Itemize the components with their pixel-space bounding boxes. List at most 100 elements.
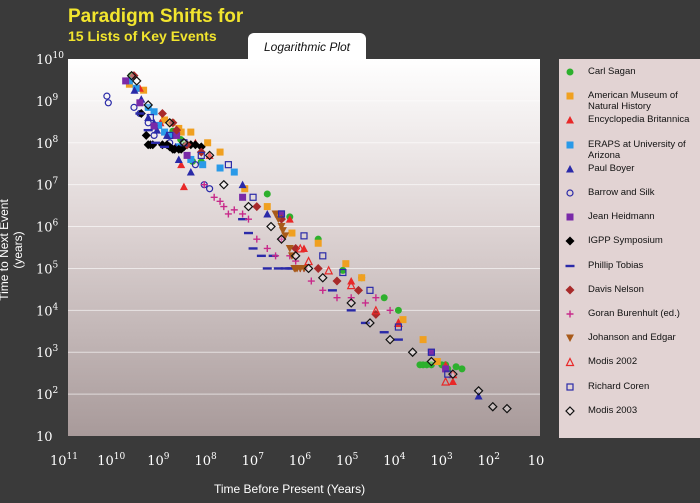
data-point <box>187 128 195 136</box>
data-point <box>502 403 512 414</box>
legend-marker-shape <box>566 310 574 318</box>
data-point <box>313 263 323 273</box>
data-point <box>230 206 238 214</box>
data-point <box>277 210 285 218</box>
data-point <box>458 365 466 373</box>
legend-marker <box>565 236 575 246</box>
data-point <box>441 376 451 386</box>
data-point <box>140 86 148 94</box>
legend-marker-shape <box>565 357 575 367</box>
data-point <box>300 244 308 252</box>
data-point <box>249 193 257 201</box>
data-point <box>199 161 207 169</box>
data-point <box>332 276 342 286</box>
data-point <box>187 155 195 163</box>
data-point <box>216 148 224 156</box>
data-point <box>266 221 276 232</box>
data-point <box>160 145 170 149</box>
data-point <box>278 227 287 235</box>
data-point <box>144 113 153 122</box>
x-tick-label: 104 <box>383 452 406 469</box>
legend-marker <box>566 116 574 124</box>
legend-marker-shape <box>566 116 574 124</box>
y-tick-label: 106 <box>36 219 59 236</box>
data-points <box>103 70 512 414</box>
data-point <box>239 193 247 201</box>
data-point <box>125 77 133 85</box>
data-point <box>317 272 328 283</box>
data-point <box>132 84 140 92</box>
data-point <box>136 99 144 107</box>
data-point <box>371 305 381 315</box>
legend-marker-shape <box>565 405 575 416</box>
data-point <box>314 239 322 247</box>
legend-marker-shape <box>566 92 574 100</box>
y-tick-label: 105 <box>36 260 59 277</box>
data-point <box>204 139 212 147</box>
chart-subtitle: 15 Lists of Key Events <box>68 28 217 44</box>
legend-marker <box>566 189 574 197</box>
data-point <box>276 234 287 245</box>
data-point <box>372 294 380 302</box>
legend-label: American Museum of Natural History <box>588 90 678 113</box>
legend-label: Goran Burenhult (ed.) <box>588 308 680 319</box>
data-point <box>366 286 374 294</box>
data-point <box>393 318 403 328</box>
data-point <box>243 231 253 235</box>
data-point <box>204 150 215 161</box>
x-tick-label: 102 <box>478 452 500 469</box>
data-point <box>161 116 169 124</box>
data-point <box>143 100 154 110</box>
data-point <box>285 244 294 253</box>
data-point <box>263 244 271 252</box>
data-point <box>206 185 214 193</box>
legend-marker <box>565 285 575 295</box>
data-point <box>285 215 294 223</box>
data-point <box>186 168 195 176</box>
data-point <box>277 210 286 218</box>
data-point <box>131 76 142 86</box>
data-point <box>252 202 262 212</box>
legend: Carl Sagan American Museum of Natural His… <box>559 59 700 438</box>
data-point <box>448 377 457 386</box>
data-point <box>172 125 182 135</box>
data-point <box>394 323 402 331</box>
x-tick-label: 106 <box>289 452 312 469</box>
data-point <box>385 334 395 345</box>
data-point <box>300 232 308 240</box>
data-point <box>358 274 366 282</box>
legend-label: Phillip Tobias <box>588 259 644 271</box>
data-point <box>157 108 167 118</box>
data-point <box>150 131 158 140</box>
data-point <box>303 263 314 274</box>
data-point <box>346 309 356 312</box>
data-point <box>151 141 161 144</box>
data-point <box>427 348 435 356</box>
x-tick-label: 103 <box>430 452 453 469</box>
data-point <box>273 267 283 270</box>
legend-marker-shape <box>566 164 574 173</box>
data-point <box>419 336 427 344</box>
data-point <box>274 215 283 224</box>
data-point <box>280 267 290 270</box>
data-point <box>319 252 327 260</box>
x-tick-label: 10 <box>528 454 545 469</box>
x-tick-label: 1011 <box>50 452 78 469</box>
data-point <box>339 268 347 277</box>
legend-label: Modis 2003 <box>588 404 638 416</box>
data-point <box>263 209 272 218</box>
data-point <box>183 151 191 159</box>
x-tick-label: 108 <box>194 452 217 469</box>
data-point <box>216 197 224 205</box>
data-point <box>150 122 158 130</box>
data-point <box>365 318 375 328</box>
legend-marker-shape <box>566 382 574 391</box>
data-point <box>197 151 205 159</box>
legend-label: IGPP Symposium <box>588 235 663 247</box>
data-point <box>126 70 137 81</box>
data-point <box>288 229 296 237</box>
data-point <box>324 265 334 275</box>
data-point <box>263 203 271 211</box>
legend-marker-shape <box>566 189 574 197</box>
data-point <box>487 401 498 412</box>
